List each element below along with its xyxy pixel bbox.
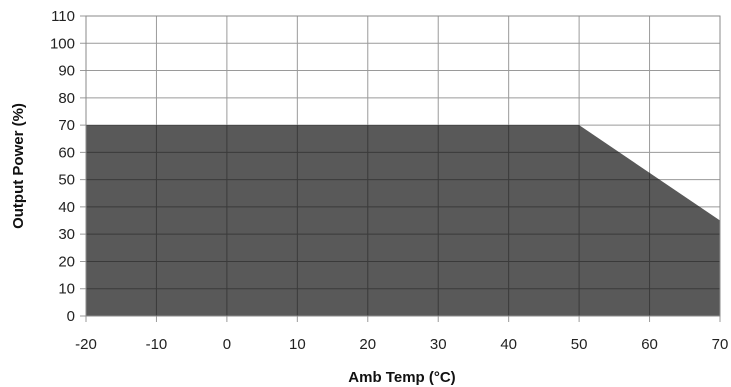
x-tick-label: 0 xyxy=(223,336,231,353)
y-tick-label: 60 xyxy=(58,144,75,161)
x-tick-label: 50 xyxy=(571,336,588,353)
x-tick-label: 60 xyxy=(641,336,658,353)
plot-border xyxy=(85,15,721,317)
y-axis-title: Output Power (%) xyxy=(10,103,27,229)
y-tick-label: 0 xyxy=(67,308,75,325)
y-tick-label: 90 xyxy=(58,63,75,80)
x-tick-label: 70 xyxy=(712,336,729,353)
x-axis-title: Amb Temp (°C) xyxy=(348,369,455,386)
y-tick-label: 40 xyxy=(58,199,75,216)
y-tick-labels: 0 10 20 30 40 50 60 70 80 90 100 110 xyxy=(50,8,75,325)
x-tick-label: 10 xyxy=(289,336,306,353)
x-tick-label: 30 xyxy=(430,336,447,353)
y-tick-label: 110 xyxy=(51,8,75,25)
derating-area xyxy=(86,125,720,316)
x-tick-label: -20 xyxy=(75,336,97,353)
x-tick-label: -10 xyxy=(146,336,168,353)
x-tick-label: 20 xyxy=(359,336,376,353)
y-tick-label: 30 xyxy=(58,226,75,243)
plot-area xyxy=(85,15,721,317)
x-tick-label: 40 xyxy=(500,336,517,353)
y-tick-label: 70 xyxy=(58,117,75,134)
y-tick-label: 50 xyxy=(58,172,75,189)
y-tick-label: 80 xyxy=(58,90,75,107)
y-tick-label: 100 xyxy=(50,35,75,52)
y-tick-label: 10 xyxy=(58,281,75,298)
y-tick-label: 20 xyxy=(58,253,75,270)
x-tick-labels: -20 -10 0 10 20 30 40 50 60 70 xyxy=(75,336,728,353)
